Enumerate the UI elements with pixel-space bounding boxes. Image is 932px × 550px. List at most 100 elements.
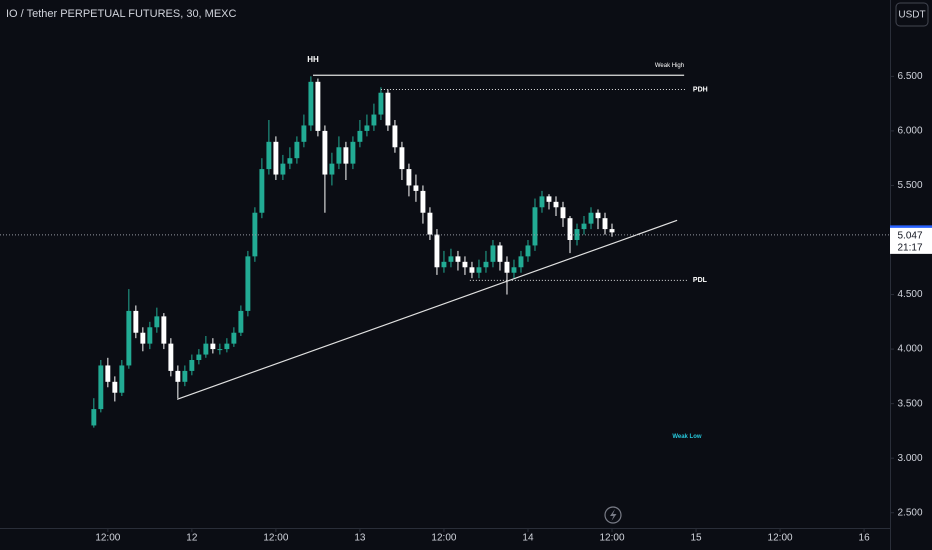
candle-body (581, 223, 587, 230)
candle-body (182, 370, 188, 382)
candle-body (231, 332, 237, 344)
candle-body (518, 256, 524, 268)
candle-body (525, 245, 531, 257)
candle-body (504, 261, 510, 273)
x-tick-label: 12:00 (768, 533, 793, 544)
candle-body (539, 196, 545, 208)
candle-body (168, 343, 174, 371)
candle-body (350, 141, 356, 164)
y-tick-label: 4.000 (897, 344, 922, 355)
y-tick-label: 5.500 (897, 180, 922, 191)
candle-body (154, 316, 160, 328)
candle-body (91, 409, 97, 426)
candle-body (245, 256, 251, 311)
currency-button[interactable] (895, 2, 929, 27)
candle-body (147, 327, 153, 344)
annotation-text: Weak Low (672, 434, 702, 440)
candle-body (280, 163, 286, 175)
y-tick-label: 4.500 (897, 289, 922, 300)
candle-body (483, 261, 489, 268)
candle-body (490, 245, 496, 262)
annotation-line (176, 219, 678, 400)
candle-body (252, 212, 258, 257)
x-tick-label: 13 (354, 533, 366, 544)
candle-body (420, 190, 426, 213)
candle-body (371, 114, 377, 126)
candle-body (588, 212, 594, 224)
candle-body (441, 261, 447, 268)
candle-body (546, 196, 552, 202)
candle-body (308, 81, 314, 126)
candle-body (259, 169, 265, 213)
annotation-text: HH (307, 55, 319, 64)
candle-body (357, 130, 363, 142)
candle-body (287, 158, 293, 164)
candle-body (266, 141, 272, 170)
candle-body (553, 201, 559, 208)
y-tick-label: 2.500 (897, 507, 922, 518)
candle-body (343, 147, 349, 164)
candle-body (119, 365, 125, 393)
candle-body (196, 354, 202, 360)
candle-body (427, 212, 433, 235)
candle-body (469, 267, 475, 273)
currency-label[interactable]: USDT (898, 10, 925, 21)
candle-body (455, 256, 461, 262)
y-tick-label: 3.500 (897, 398, 922, 409)
candle-body (602, 218, 608, 230)
candle-body (322, 130, 328, 175)
annotation-label: PDH (693, 86, 708, 93)
candle-body (567, 218, 573, 240)
candle-body (413, 185, 419, 191)
x-tick-label: 12 (186, 533, 198, 544)
x-tick-label: 16 (859, 533, 871, 544)
candle-body (126, 310, 132, 366)
candle-body (189, 360, 195, 371)
mark-price-label: 5.047 (897, 231, 922, 242)
candle-body (161, 316, 167, 344)
candle-body (609, 229, 615, 233)
annotation-label: Weak High (655, 63, 684, 69)
candle-body (273, 141, 279, 175)
candle-body (448, 256, 454, 262)
candle-body (210, 343, 216, 350)
x-tick-label: 12:00 (599, 533, 624, 544)
candle-body (462, 261, 468, 268)
x-tick-label: 12:00 (263, 533, 288, 544)
candle-body (112, 381, 118, 393)
candle-body (315, 81, 321, 131)
candle-body (329, 163, 335, 175)
candle-body (406, 169, 412, 186)
candle-body (476, 267, 482, 273)
x-tick-label: 12:00 (95, 533, 120, 544)
candle-body (294, 141, 300, 159)
candle-body (399, 147, 405, 170)
y-tick-label: 6.000 (897, 126, 922, 137)
candle-body (532, 207, 538, 246)
candle-body (385, 92, 391, 126)
candle-body (98, 365, 104, 410)
mark-price-box (890, 227, 932, 254)
candle-body (140, 332, 146, 344)
annotation-label: PDL (693, 277, 708, 284)
candle-body (238, 310, 244, 333)
countdown-label: 21:17 (897, 243, 922, 254)
candle-body (224, 343, 230, 350)
candle-body (392, 125, 398, 148)
candle-body (378, 92, 384, 115)
candle-body (301, 125, 307, 142)
x-tick-label: 12:00 (431, 533, 456, 544)
candle-body (336, 147, 342, 164)
candle-body (203, 343, 209, 355)
replay-icon[interactable] (604, 506, 622, 524)
y-tick-label: 6.500 (897, 71, 922, 82)
candle-body (217, 349, 223, 351)
candle-body (364, 125, 370, 131)
candle-body (133, 310, 139, 333)
y-tick-label: 3.000 (897, 453, 922, 464)
candle-body (175, 370, 181, 382)
candle-body (497, 245, 503, 262)
